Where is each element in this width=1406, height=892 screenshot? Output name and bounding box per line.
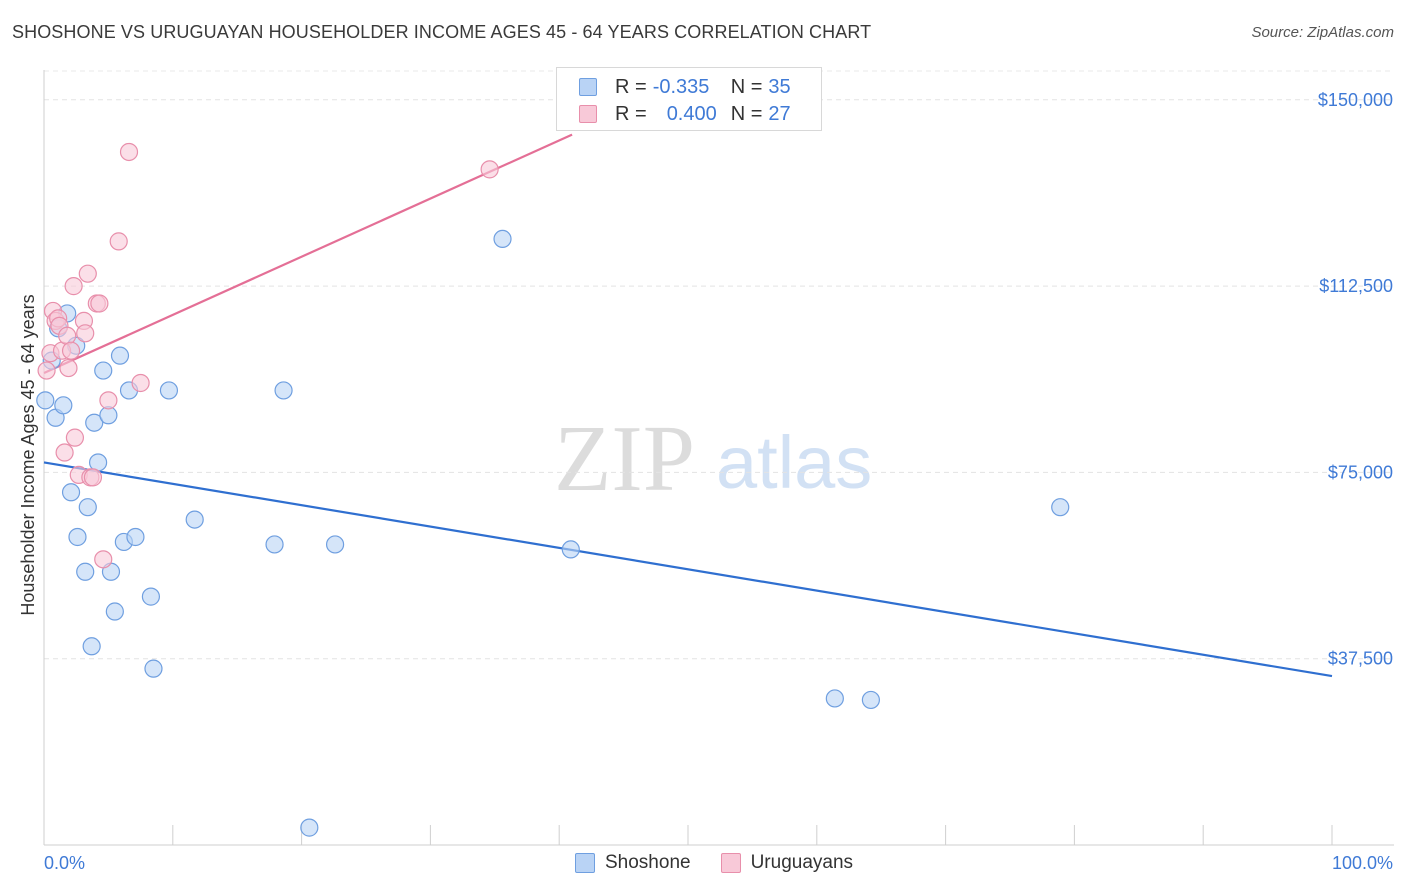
y-tick-label: $112,500 <box>1319 276 1393 296</box>
uruguayans-point <box>61 341 81 360</box>
y-axis-label: Householder Income Ages 45 - 64 years <box>18 294 38 615</box>
uruguayans-point <box>119 142 139 162</box>
source-label: Source: ZipAtlas.com <box>1251 24 1394 41</box>
uruguayans-point <box>90 294 109 313</box>
shoshone-point <box>82 637 101 656</box>
uruguayans-point <box>131 373 150 393</box>
uruguayans-point <box>59 358 78 378</box>
legend-item-uruguayans[interactable]: Uruguayans <box>720 852 854 874</box>
watermark: ZIP atlas <box>554 407 872 511</box>
watermark-zip: ZIP <box>554 407 695 511</box>
shoshone-point <box>141 587 161 606</box>
shoshone-point <box>68 527 87 547</box>
shoshone-point <box>85 413 104 432</box>
legend-row-shoshone: R = -0.335 N = 35 <box>579 73 791 101</box>
uruguayans-point <box>76 324 95 343</box>
x-tick-label-min: 0.0% <box>44 853 85 873</box>
shoshone-point <box>126 527 145 547</box>
shoshone-point <box>76 562 95 581</box>
shoshone-point <box>54 396 73 415</box>
legend-row-uruguayans: R = 0.400 N = 27 <box>579 100 791 128</box>
legend-item-shoshone[interactable]: Shoshone <box>575 852 691 874</box>
uruguayans-point <box>94 550 113 569</box>
uruguayans-point <box>55 443 74 462</box>
uruguayans-point <box>99 391 118 410</box>
uruguayans-point <box>480 160 499 179</box>
r-label: R = <box>615 102 647 125</box>
uruguayans-legend-swatch <box>720 853 741 873</box>
shoshone-point <box>61 483 81 502</box>
shoshone-point <box>105 602 124 621</box>
n-label: N = <box>730 75 763 98</box>
chart-title: SHOSHONE VS URUGUAYAN HOUSEHOLDER INCOME… <box>12 22 872 42</box>
n-label: N = <box>730 102 763 125</box>
uruguayans-n-value: 27 <box>768 102 791 125</box>
y-tick-label: $150,000 <box>1318 90 1393 110</box>
shoshone-legend-label: Shoshone <box>605 852 691 873</box>
shoshone-point <box>493 229 512 249</box>
shoshone-point <box>94 361 113 380</box>
uruguayans-point <box>109 232 128 251</box>
x-tick-label-max: 100.0% <box>1332 853 1393 873</box>
trend-lines <box>43 133 1333 678</box>
shoshone-point <box>110 346 130 365</box>
shoshone-point <box>825 689 844 708</box>
r-label: R = <box>615 75 647 98</box>
shoshone-point <box>265 535 284 554</box>
shoshone-r-value: -0.335 <box>652 75 710 98</box>
shoshone-point <box>144 659 163 678</box>
shoshone-point <box>561 540 580 559</box>
shoshone-point <box>1051 498 1070 517</box>
shoshone-n-value: 35 <box>768 75 791 98</box>
shoshone-point <box>185 510 204 529</box>
shoshone-legend-swatch <box>575 853 595 873</box>
watermark-atlas: atlas <box>716 421 872 504</box>
shoshone-point <box>325 535 345 554</box>
shoshone-point <box>159 381 179 400</box>
series-legend: Shoshone Uruguayans <box>575 852 883 874</box>
stats-legend: R = -0.335 N = 35 R = 0.400 N = 27 <box>556 67 822 131</box>
shoshone-trend-line <box>43 461 1333 678</box>
y-tick-label: $75,000 <box>1328 462 1393 482</box>
shoshone-swatch <box>579 78 597 96</box>
shoshone-point <box>300 818 319 837</box>
uruguayans-point <box>78 264 97 283</box>
shoshone-point <box>861 690 880 710</box>
uruguayans-point <box>83 468 103 487</box>
uruguayans-point <box>65 428 85 447</box>
data-points <box>36 142 1070 837</box>
y-tick-label: $37,500 <box>1328 649 1393 669</box>
uruguayans-point <box>64 277 83 296</box>
uruguayans-swatch <box>579 105 597 123</box>
tick-labels: $37,500 $75,000 $112,500 $150,000 0.0% 100.0% <box>44 90 1393 873</box>
shoshone-point <box>36 391 55 410</box>
uruguayans-point <box>58 326 77 345</box>
uruguayans-point <box>37 361 56 380</box>
shoshone-point <box>274 381 293 400</box>
uruguayans-legend-label: Uruguayans <box>750 852 854 873</box>
shoshone-point <box>78 498 97 517</box>
gridlines <box>44 70 1394 660</box>
uruguayans-r-value: 0.400 <box>666 102 717 125</box>
